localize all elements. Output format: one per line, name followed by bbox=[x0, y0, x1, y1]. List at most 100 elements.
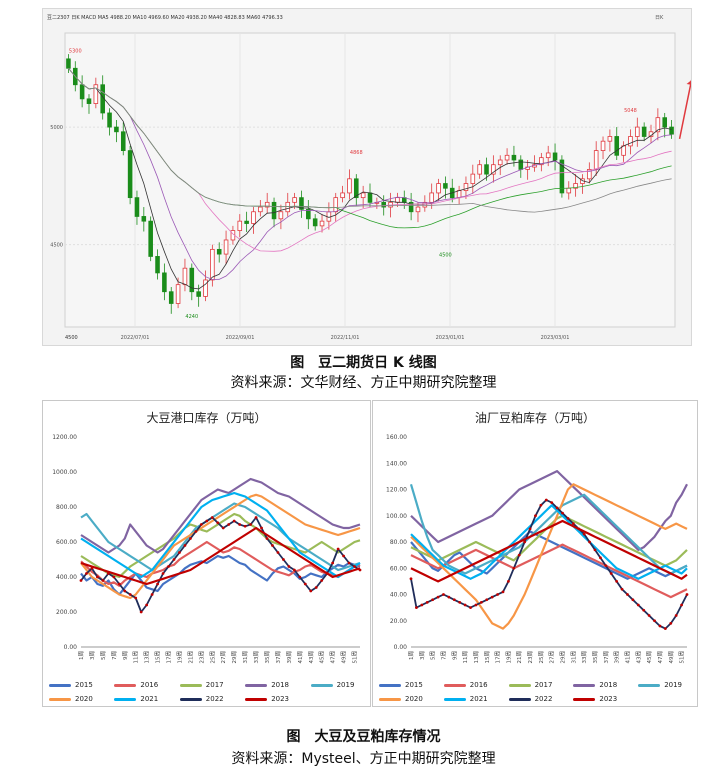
x-tick-label: 41周 bbox=[297, 651, 304, 664]
series-2022-point bbox=[271, 544, 274, 547]
series-2022-point bbox=[507, 579, 510, 583]
kline-candle bbox=[408, 201, 414, 213]
y-tick-label: 100.00 bbox=[386, 513, 407, 520]
series-2022-point bbox=[331, 561, 335, 565]
series-2022-point bbox=[134, 596, 138, 600]
kline-candle bbox=[354, 178, 359, 199]
series-2022-point bbox=[561, 511, 564, 515]
x-tick-label: 39周 bbox=[286, 651, 293, 664]
kline-candle bbox=[573, 183, 578, 189]
x-tick-label: 37周 bbox=[275, 651, 282, 664]
meal-plant-legend: 2015 2016 2017 2018 2019 2020 2021 2022 2023 bbox=[373, 675, 697, 715]
series-2022-point bbox=[647, 614, 651, 617]
kline-annotation: 5300 bbox=[69, 49, 82, 55]
x-tick-label: 41周 bbox=[624, 651, 631, 664]
series-2022-point bbox=[442, 593, 445, 596]
kline-candle bbox=[244, 220, 249, 224]
legend-swatch bbox=[179, 697, 202, 701]
series-2022-point bbox=[615, 579, 619, 583]
legend-item-2023: 2023 bbox=[245, 695, 289, 703]
x-tick-label: 33周 bbox=[253, 651, 260, 664]
series-2022-point bbox=[254, 516, 258, 519]
series-2022-point bbox=[626, 593, 629, 596]
series-2022-point bbox=[425, 600, 429, 604]
kline-candle bbox=[347, 178, 352, 194]
x-tick-label: 51周 bbox=[679, 651, 686, 664]
x-tick-label: 11周 bbox=[133, 651, 140, 664]
legend-swatch bbox=[310, 683, 333, 687]
kline-candle bbox=[114, 126, 119, 133]
kline-candle bbox=[614, 136, 620, 156]
series-2022-point bbox=[139, 610, 143, 614]
kline-ma60-line bbox=[68, 68, 672, 213]
x-tick-label: 37周 bbox=[603, 651, 610, 664]
series-2022-point bbox=[620, 587, 624, 591]
legend-item-2017: 2017 bbox=[179, 681, 224, 689]
y-tick-label: 1000.00 bbox=[52, 469, 77, 476]
kline-candle bbox=[463, 183, 469, 191]
x-tick-label: 25周 bbox=[538, 651, 545, 664]
series-2022-point bbox=[128, 593, 132, 596]
kline-candle bbox=[436, 183, 441, 194]
kline-x-tick: 2023/01/01 bbox=[436, 335, 465, 341]
legend-swatch bbox=[573, 683, 596, 687]
series-2022-point bbox=[336, 547, 340, 551]
legend-swatch bbox=[573, 697, 596, 701]
x-tick-label: 17周 bbox=[166, 651, 173, 664]
x-tick-label: 9周 bbox=[122, 651, 129, 660]
legend-swatch bbox=[379, 683, 401, 687]
kline-candle bbox=[251, 211, 256, 224]
kline-candle bbox=[340, 192, 345, 199]
kline-candle bbox=[470, 173, 476, 184]
series-2022-point bbox=[501, 590, 505, 594]
x-tick-label: 15周 bbox=[484, 651, 491, 664]
series-2022-point bbox=[150, 593, 154, 596]
kline-candle bbox=[539, 157, 544, 166]
kline-candle bbox=[395, 197, 400, 203]
legend-swatch bbox=[245, 683, 268, 687]
kline-header: 豆二2307 日K MACD MA5 4988.20 MA10 4969.60 … bbox=[47, 15, 283, 21]
series-2022-point bbox=[517, 553, 521, 557]
x-tick-label: 21周 bbox=[187, 651, 194, 664]
kline-candle bbox=[415, 206, 421, 213]
legend-label: 2015 bbox=[405, 681, 423, 689]
kline-candle bbox=[162, 272, 167, 293]
soy-port-legend: 2015 2016 2017 2018 2019 2020 2021 2022 2023 bbox=[43, 675, 370, 715]
series-2022-point bbox=[669, 621, 673, 625]
legend-swatch bbox=[245, 697, 268, 701]
kline-candle bbox=[477, 164, 482, 175]
kline-candle bbox=[655, 117, 661, 133]
series-2022-point bbox=[298, 575, 302, 579]
kline-candle bbox=[360, 192, 366, 199]
kline-candle bbox=[422, 201, 428, 208]
legend-swatch bbox=[49, 697, 71, 701]
series-2022-point bbox=[178, 551, 181, 554]
x-tick-label: 45周 bbox=[646, 651, 653, 664]
x-tick-label: 47周 bbox=[657, 651, 664, 664]
legend-label: 2023 bbox=[599, 695, 618, 703]
series-2022-point bbox=[172, 558, 176, 561]
legend-item-2015: 2015 bbox=[379, 681, 423, 689]
legend-swatch bbox=[114, 697, 137, 701]
kline-candle bbox=[497, 159, 503, 166]
x-tick-label: 27周 bbox=[549, 651, 556, 664]
series-2022-point bbox=[642, 608, 646, 612]
kline-annotation: 5048 bbox=[624, 108, 637, 114]
kline-candle bbox=[120, 131, 126, 151]
y-tick-label: 800.00 bbox=[56, 504, 77, 511]
legend-swatch bbox=[114, 683, 137, 687]
kline-y-tick: 5000 bbox=[50, 125, 63, 131]
legend-swatch bbox=[379, 697, 401, 701]
x-tick-label: 49周 bbox=[668, 651, 675, 664]
kline-candle bbox=[593, 150, 599, 170]
x-tick-label: 11周 bbox=[462, 651, 469, 664]
series-2022-point bbox=[458, 600, 462, 604]
x-tick-label: 19周 bbox=[176, 651, 183, 664]
kline-candle bbox=[223, 239, 229, 255]
series-2022-point bbox=[582, 532, 586, 536]
series-2022-point bbox=[232, 519, 236, 523]
kline-candle bbox=[621, 145, 626, 156]
x-tick-label: 7周 bbox=[111, 651, 118, 660]
legend-label: 2023 bbox=[271, 695, 290, 703]
x-tick-label: 5周 bbox=[430, 651, 437, 660]
